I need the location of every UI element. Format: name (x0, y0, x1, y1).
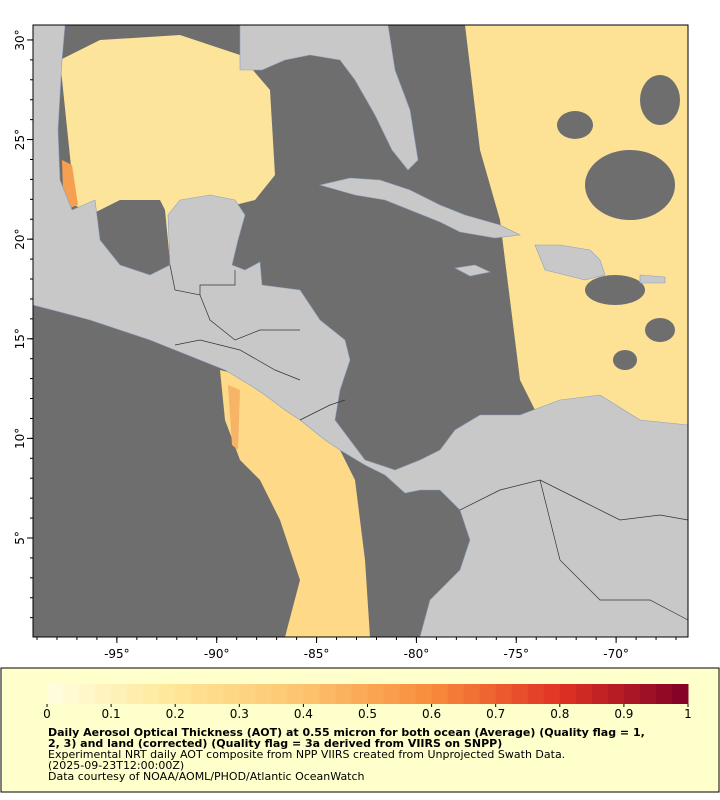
colorbar-cell (543, 684, 561, 704)
colorbar-tick-label: 1 (684, 707, 692, 721)
aot-high (228, 385, 240, 450)
colorbar-cell (207, 684, 224, 704)
colorbar-tick-label: 0.4 (294, 707, 313, 721)
x-tick-label: -70° (603, 647, 629, 661)
colorbar-cell (79, 684, 96, 704)
colorbar-cell (271, 684, 288, 704)
colorbar-cell (47, 684, 64, 704)
colorbar-cell (607, 684, 625, 704)
colorbar-cell (335, 684, 352, 704)
colorbar-tick-label: 0.9 (614, 707, 633, 721)
aot-pacific (220, 370, 370, 637)
colorbar-cell (527, 684, 545, 704)
colorbar-cell (495, 684, 513, 704)
colorbar-cell (591, 684, 609, 704)
colorbar-cell (399, 684, 417, 704)
y-tick-label: 20° (13, 229, 27, 250)
colorbar-cell (575, 684, 593, 704)
y-tick-label: 30° (13, 29, 27, 50)
caption-line: Data courtesy of NOAA/AOML/PHOD/Atlantic… (48, 770, 365, 783)
y-tick-label: 10° (13, 428, 27, 449)
colorbar-tick-label: 0.3 (230, 707, 249, 721)
colorbar-tick-label: 0.7 (486, 707, 505, 721)
colorbar-cell (175, 684, 192, 704)
colorbar-cell (143, 684, 160, 704)
colorbar-cell (639, 684, 657, 704)
colorbar-cell (511, 684, 529, 704)
caption-title: Daily Aerosol Optical Thickness (AOT) at… (48, 726, 645, 739)
caption-line: Experimental NRT daily AOT composite fro… (48, 748, 565, 761)
colorbar: 0 0.1 0.2 0.3 0.4 0.5 0.6 0.7 0.8 0.9 1 (43, 684, 692, 721)
x-tick-label: -80° (404, 647, 430, 661)
colorbar-tick-label: 0.6 (422, 707, 441, 721)
x-tick-label: -95° (104, 647, 130, 661)
colorbar-tick-label: 0 (43, 707, 51, 721)
colorbar-cell (655, 684, 673, 704)
aot-gaps (557, 75, 680, 370)
y-tick-label: 5° (13, 531, 27, 545)
aot-atlantic (465, 25, 688, 430)
y-tick-label: 25° (13, 129, 27, 150)
colorbar-cell (255, 684, 272, 704)
colorbar-cell (447, 684, 465, 704)
colorbar-cell (463, 684, 481, 704)
borders (169, 264, 689, 621)
colorbar-cell (367, 684, 385, 704)
axes: -95° -90° -85° -80° -75° -70° 5° 10° 15° 20° 25° 30… (13, 29, 677, 661)
colorbar-cell (111, 684, 128, 704)
colorbar-cell (415, 684, 433, 704)
colorbar-cell (95, 684, 112, 704)
y-tick-label: 15° (13, 328, 27, 349)
caption-title: 2, 3) and land (corrected) (Quality flag… (48, 737, 502, 750)
colorbar-tick-label: 0.1 (102, 707, 121, 721)
x-tick-label: -90° (204, 647, 230, 661)
map-panel (32, 24, 689, 638)
caption-line: (2025-09-23T12:00:00Z) (48, 759, 184, 772)
x-tick-label: -75° (503, 647, 529, 661)
colorbar-tick-label: 0.8 (550, 707, 569, 721)
colorbar-cell (559, 684, 577, 704)
colorbar-cell (319, 684, 336, 704)
colorbar-cell (623, 684, 641, 704)
colorbar-cell (383, 684, 401, 704)
colorbar-panel: 0 0.1 0.2 0.3 0.4 0.5 0.6 0.7 0.8 0.9 1 Daily Aero… (0, 667, 720, 793)
map-frame (32, 24, 689, 638)
colorbar-cell (287, 684, 304, 704)
colorbar-cell (671, 684, 689, 704)
colorbar-cell (479, 684, 497, 704)
colorbar-cell (223, 684, 240, 704)
colorbar-cell (63, 684, 80, 704)
colorbar-cell (431, 684, 449, 704)
colorbar-cell (127, 684, 144, 704)
colorbar-cell (159, 684, 176, 704)
colorbar-tick-label: 0.2 (166, 707, 185, 721)
x-tick-label: -85° (304, 647, 330, 661)
colorbar-cell (303, 684, 320, 704)
colorbar-cell (351, 684, 368, 704)
colorbar-tick-label: 0.5 (358, 707, 377, 721)
colorbar-cell (239, 684, 256, 704)
colorbar-cell (191, 684, 208, 704)
